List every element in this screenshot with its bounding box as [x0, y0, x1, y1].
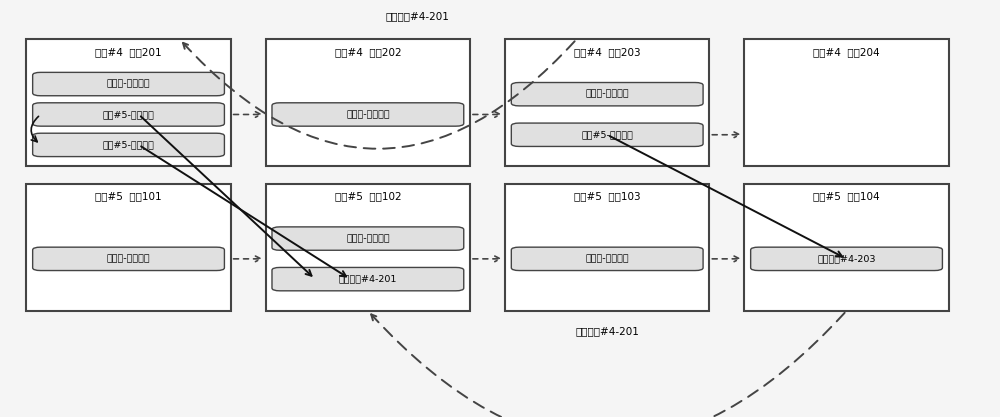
- FancyBboxPatch shape: [511, 247, 703, 271]
- Text: 分片#5  高度103: 分片#5 高度103: [574, 191, 641, 201]
- FancyBboxPatch shape: [511, 83, 703, 106]
- Text: 本分片-原生交易: 本分片-原生交易: [585, 90, 629, 99]
- Text: 跨片#5-原生交易: 跨片#5-原生交易: [581, 130, 633, 139]
- FancyBboxPatch shape: [505, 39, 709, 166]
- Text: 本分片-原生交易: 本分片-原生交易: [107, 254, 150, 264]
- FancyBboxPatch shape: [744, 39, 949, 166]
- Text: 本分片-原生交易: 本分片-原生交易: [346, 110, 390, 119]
- Text: 分片#4  高度204: 分片#4 高度204: [813, 47, 880, 57]
- Text: 分片#5  高度101: 分片#5 高度101: [95, 191, 162, 201]
- FancyBboxPatch shape: [505, 183, 709, 311]
- Text: 分片#4  高度203: 分片#4 高度203: [574, 47, 641, 57]
- FancyBboxPatch shape: [751, 247, 942, 271]
- Text: 跨片#5-衍生交易: 跨片#5-衍生交易: [103, 141, 154, 149]
- FancyBboxPatch shape: [266, 183, 470, 311]
- Text: 前序高度#4-201: 前序高度#4-201: [386, 11, 450, 21]
- FancyBboxPatch shape: [266, 39, 470, 166]
- FancyBboxPatch shape: [272, 267, 464, 291]
- FancyBboxPatch shape: [272, 103, 464, 126]
- FancyBboxPatch shape: [33, 73, 224, 96]
- FancyBboxPatch shape: [33, 133, 224, 157]
- Text: 跨片交易#4-201: 跨片交易#4-201: [339, 275, 397, 284]
- FancyBboxPatch shape: [26, 39, 231, 166]
- Text: 跨片交易#4-203: 跨片交易#4-203: [817, 254, 876, 264]
- Text: 本分片-原生交易: 本分片-原生交易: [107, 80, 150, 88]
- FancyBboxPatch shape: [744, 183, 949, 311]
- Text: 分片#4  高度202: 分片#4 高度202: [335, 47, 401, 57]
- Text: 本分片-原生交易: 本分片-原生交易: [346, 234, 390, 243]
- Text: 分片#5  高度102: 分片#5 高度102: [335, 191, 401, 201]
- FancyBboxPatch shape: [511, 123, 703, 146]
- Text: 分片#5  高度104: 分片#5 高度104: [813, 191, 880, 201]
- FancyBboxPatch shape: [33, 247, 224, 271]
- Text: 本分片-原生交易: 本分片-原生交易: [585, 254, 629, 264]
- FancyBboxPatch shape: [33, 103, 224, 126]
- Text: 分片#4  高度201: 分片#4 高度201: [95, 47, 162, 57]
- Text: 跨片#5-原生交易: 跨片#5-原生交易: [103, 110, 154, 119]
- Text: 前序高度#4-201: 前序高度#4-201: [575, 327, 639, 337]
- FancyBboxPatch shape: [272, 227, 464, 250]
- FancyBboxPatch shape: [26, 183, 231, 311]
